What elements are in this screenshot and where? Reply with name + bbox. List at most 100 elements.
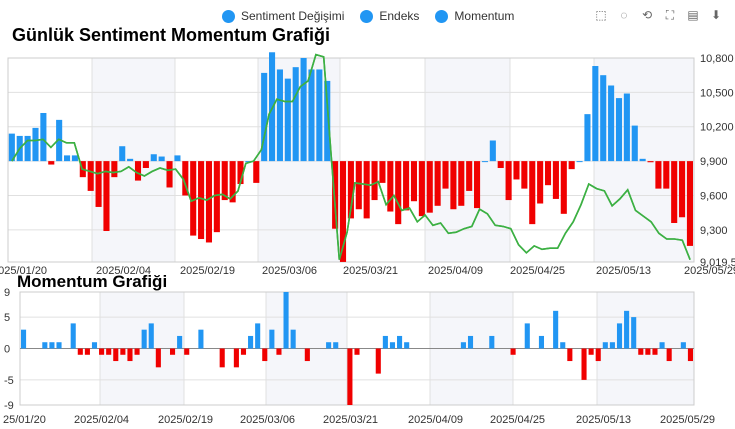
save-image-icon[interactable]: ⬇ [710, 8, 722, 22]
bar [127, 158, 134, 162]
bar [397, 335, 403, 349]
legend: Sentiment Değişimi Endeks Momentum [222, 6, 514, 26]
bar [184, 348, 190, 355]
bar [552, 161, 559, 199]
bar [269, 52, 276, 162]
bar [229, 161, 236, 203]
bar [639, 158, 646, 162]
bar [308, 69, 315, 162]
bar [686, 161, 693, 246]
bar [615, 98, 623, 162]
bar [595, 348, 601, 362]
bar [48, 161, 55, 165]
bar [213, 161, 220, 233]
plot-frame [7, 57, 695, 263]
bar [155, 348, 161, 368]
bar [182, 161, 189, 196]
bar [292, 67, 299, 162]
y-tick-label: -9 [4, 400, 14, 412]
bar [560, 161, 567, 214]
bar [434, 161, 441, 206]
bar [261, 72, 268, 162]
x-tick-label: 2025/05/13 [576, 414, 631, 426]
legend-label: Momentum [454, 9, 515, 23]
bar [198, 161, 205, 240]
bar [671, 161, 678, 223]
series-line [11, 53, 691, 260]
bar [300, 58, 307, 162]
legend-marker-icon [360, 9, 374, 23]
legend-label: Sentiment Değişimi [241, 9, 345, 23]
x-tick-label: 2025/02/19 [158, 414, 213, 426]
bar [354, 348, 360, 355]
bar [510, 348, 516, 355]
bar [489, 335, 495, 349]
bar [666, 348, 672, 362]
bar [166, 161, 173, 188]
legend-item-0[interactable]: Sentiment Değişimi [222, 9, 344, 23]
bar [624, 310, 630, 349]
data-view-icon[interactable]: ▤ [687, 8, 699, 22]
y-tick-label: 5 [4, 312, 10, 324]
restore-icon[interactable]: ⟲ [641, 8, 653, 22]
bar [290, 329, 296, 349]
bar [588, 348, 594, 355]
chart-title-main: Günlük Sentiment Momentum Grafiği [12, 25, 331, 45]
legend-marker-icon [435, 9, 449, 23]
bar [460, 342, 466, 349]
toolbox: ⬚ ◌ ⟲ ⛶ ▤ ⬇ [594, 8, 723, 22]
lasso-select-icon[interactable]: ◌ [620, 8, 628, 22]
bar [339, 161, 347, 262]
bar [375, 348, 381, 374]
y-tick-label: 9,900 [700, 156, 728, 168]
bar [248, 335, 254, 349]
bar [387, 161, 394, 212]
legend-item-2[interactable]: Momentum [435, 9, 514, 23]
bar [645, 348, 651, 355]
bar [262, 348, 268, 362]
bar [148, 323, 154, 349]
zoom-select-icon[interactable]: ⬚ [595, 8, 607, 22]
bar [679, 161, 686, 218]
bar [333, 342, 339, 349]
bar [255, 323, 261, 349]
bar [584, 114, 591, 162]
bar [355, 161, 362, 210]
y-tick-label: 10,200 [700, 122, 734, 134]
bar [174, 155, 181, 162]
fullscreen-icon[interactable]: ⛶ [665, 8, 675, 22]
legend-label: Endeks [379, 9, 420, 23]
bar [467, 335, 474, 349]
bar [608, 85, 615, 162]
legend-item-1[interactable]: Endeks [360, 9, 419, 23]
y-tick-label: 9 [4, 287, 10, 299]
x-tick-label: 2025/04/09 [408, 414, 463, 426]
bar [177, 335, 183, 349]
bar [426, 161, 433, 213]
bar [219, 348, 225, 368]
x-tick-label: 2025/02/04 [74, 414, 129, 426]
bar [404, 342, 410, 349]
bar [521, 161, 528, 189]
bar [42, 342, 48, 349]
bar [113, 348, 119, 362]
bar [647, 161, 654, 163]
bar [544, 161, 552, 186]
y-tick-label: 9,600 [700, 190, 728, 202]
bar [198, 329, 204, 349]
bar [389, 342, 396, 349]
x-tick-label: 25/01/20 [3, 414, 46, 426]
bar [513, 161, 520, 180]
bar [169, 348, 176, 355]
bar [560, 342, 566, 349]
x-tick-label: 2025/01/20 [0, 265, 47, 277]
bar [442, 161, 449, 189]
x-tick-label: 2025/02/19 [180, 265, 235, 277]
bar [284, 78, 291, 162]
bar [70, 323, 76, 349]
bar [221, 161, 228, 201]
bar [481, 161, 488, 163]
legend-marker-icon [222, 9, 235, 23]
bar [77, 348, 83, 355]
